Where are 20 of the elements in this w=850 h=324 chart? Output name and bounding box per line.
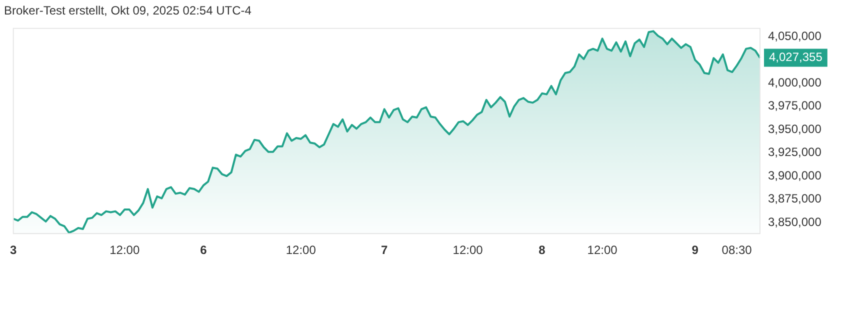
y-tick-label: 3,925,000 [768,145,822,160]
x-tick-label: 6 [200,243,208,258]
x-tick-label: 8 [538,243,546,258]
x-tick-label: 08:30 [722,243,752,258]
y-tick-label: 3,850,000 [768,214,822,229]
text: 4,027,355 [769,50,823,64]
x-tick-label: 3 [10,243,17,258]
y-tick-label: 3,900,000 [768,168,822,182]
chart-title: Broker-Test erstellt, Okt 09, 2025 02:54 UTC-4 [4,4,252,18]
x-tick-label: 9 [692,243,699,258]
x-tick-label: 12:00 [110,243,140,258]
x-tick-label: 12:00 [587,243,618,258]
x-tick-label: 12:00 [286,243,316,258]
y-tick-label: 3,975,000 [768,98,822,113]
y-tick-label: 3,950,000 [768,122,822,136]
x-tick-label: 12:00 [452,243,484,258]
y-tick-label: 3,875,000 [768,192,822,206]
y-tick-label: 4,000,000 [768,75,822,90]
y-tick-label: 4,050,000 [768,29,822,44]
x-tick-label: 7 [381,243,388,258]
